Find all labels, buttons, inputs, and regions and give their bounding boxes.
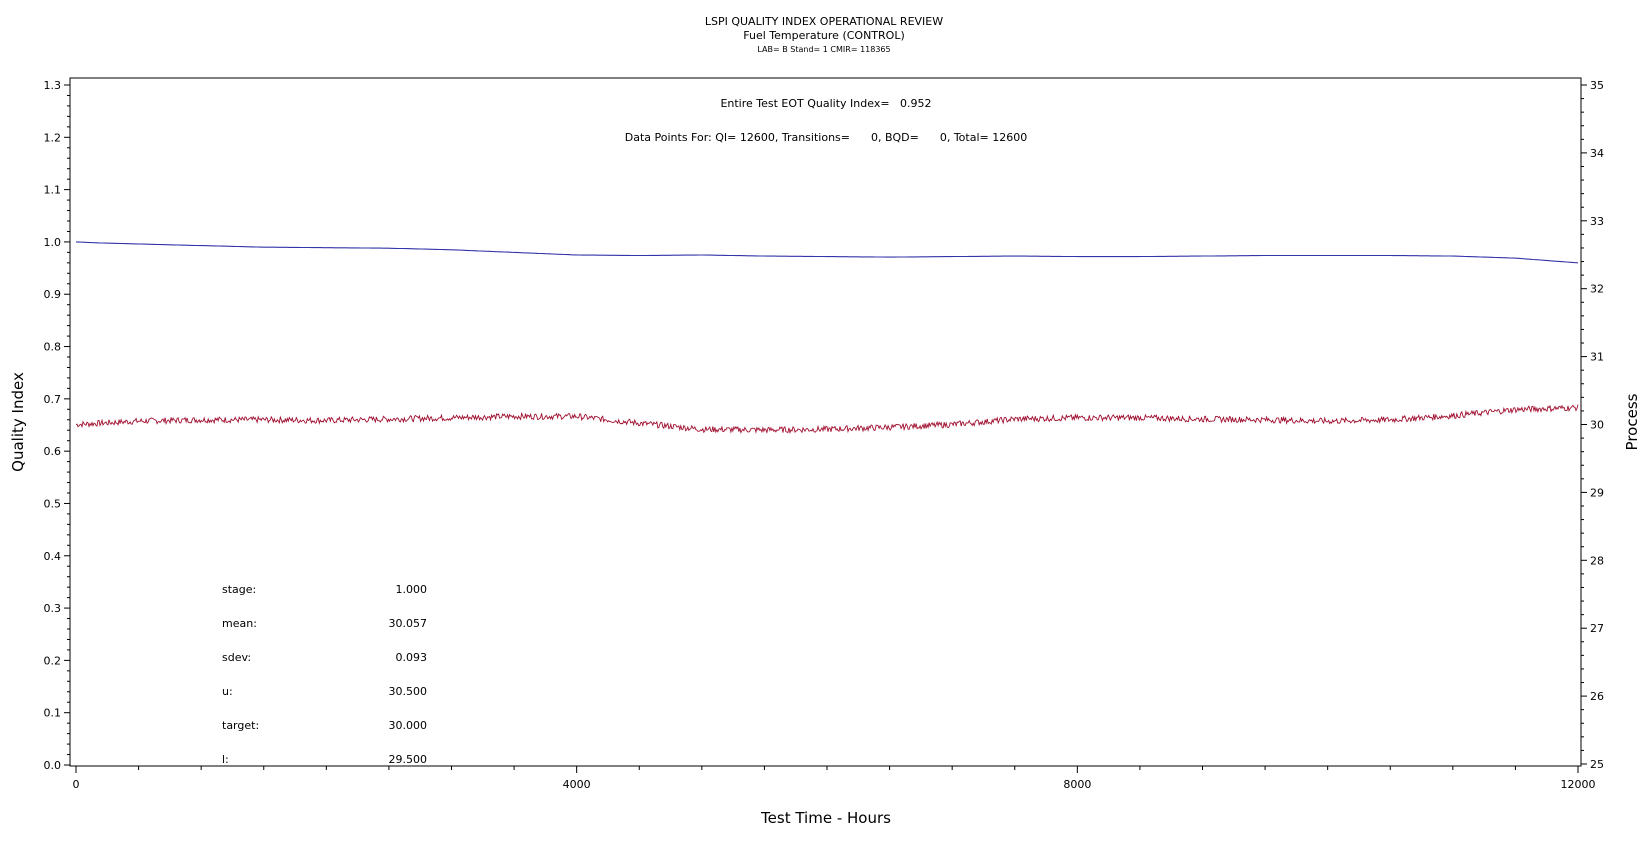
y2-tick-label: 31 — [1590, 351, 1604, 364]
x-tick-label: 4000 — [563, 778, 591, 791]
y-tick-label: 0.5 — [44, 497, 62, 510]
stat-label: sdev: — [222, 651, 251, 664]
y2-tick-label: 26 — [1590, 690, 1604, 703]
y-tick-label: 0.6 — [44, 445, 62, 458]
stat-label: target: — [222, 719, 259, 732]
y-tick-label: 0.7 — [44, 393, 62, 406]
data-points-annotation: Data Points For: QI= 12600, Transitions=… — [625, 131, 1027, 144]
stat-value: 30.500 — [389, 685, 428, 698]
quality-index-series-line — [75, 241, 1579, 264]
y2-axis-label: Process — [1623, 393, 1641, 450]
x-tick-label: 12000 — [1561, 778, 1596, 791]
stat-label: stage: — [222, 583, 256, 596]
y-tick-label: 0.9 — [44, 288, 62, 301]
y2-tick-label: 32 — [1590, 283, 1604, 296]
y-tick-label: 0.4 — [44, 550, 62, 563]
y-tick-label: 0.8 — [44, 341, 62, 354]
stat-label: l: — [222, 753, 229, 766]
y-tick-label: 0.0 — [44, 759, 62, 772]
y2-tick-label: 30 — [1590, 419, 1604, 432]
y2-tick-label: 28 — [1590, 554, 1604, 567]
stat-label: mean: — [222, 617, 257, 630]
y2-tick-label: 29 — [1590, 486, 1604, 499]
y2-tick-label: 34 — [1590, 147, 1604, 160]
y-tick-label: 1.1 — [44, 184, 62, 197]
x-tick-label: 0 — [73, 778, 80, 791]
stat-value: 30.000 — [389, 719, 428, 732]
y-tick-label: 1.2 — [44, 131, 62, 144]
quality-index-annotation: Entire Test EOT Quality Index= 0.952 — [720, 97, 931, 110]
y-tick-label: 0.3 — [44, 602, 62, 615]
x-axis-label: Test Time - Hours — [760, 809, 891, 827]
y-tick-label: 0.2 — [44, 654, 62, 667]
y2-tick-label: 25 — [1590, 758, 1604, 771]
chart-title: LSPI QUALITY INDEX OPERATIONAL REVIEW — [705, 15, 943, 28]
stat-value: 0.093 — [396, 651, 428, 664]
process-series-line — [75, 404, 1579, 435]
stat-value: 30.057 — [389, 617, 428, 630]
y2-tick-label: 33 — [1590, 215, 1604, 228]
chart-subtitle: Fuel Temperature (CONTROL) — [743, 29, 905, 42]
y-tick-label: 1.3 — [44, 79, 62, 92]
plot-frame — [69, 77, 1582, 767]
y2-tick-label: 35 — [1590, 79, 1604, 92]
chart-meta: LAB= B Stand= 1 CMIR= 118365 — [757, 45, 890, 54]
x-tick-label: 8000 — [1063, 778, 1091, 791]
stat-value: 1.000 — [396, 583, 428, 596]
y-axis-label: Quality Index — [9, 372, 27, 472]
y-tick-label: 0.1 — [44, 707, 62, 720]
stat-label: u: — [222, 685, 233, 698]
y2-tick-label: 27 — [1590, 622, 1604, 635]
stat-value: 29.500 — [389, 753, 428, 766]
y-tick-label: 1.0 — [44, 236, 62, 249]
